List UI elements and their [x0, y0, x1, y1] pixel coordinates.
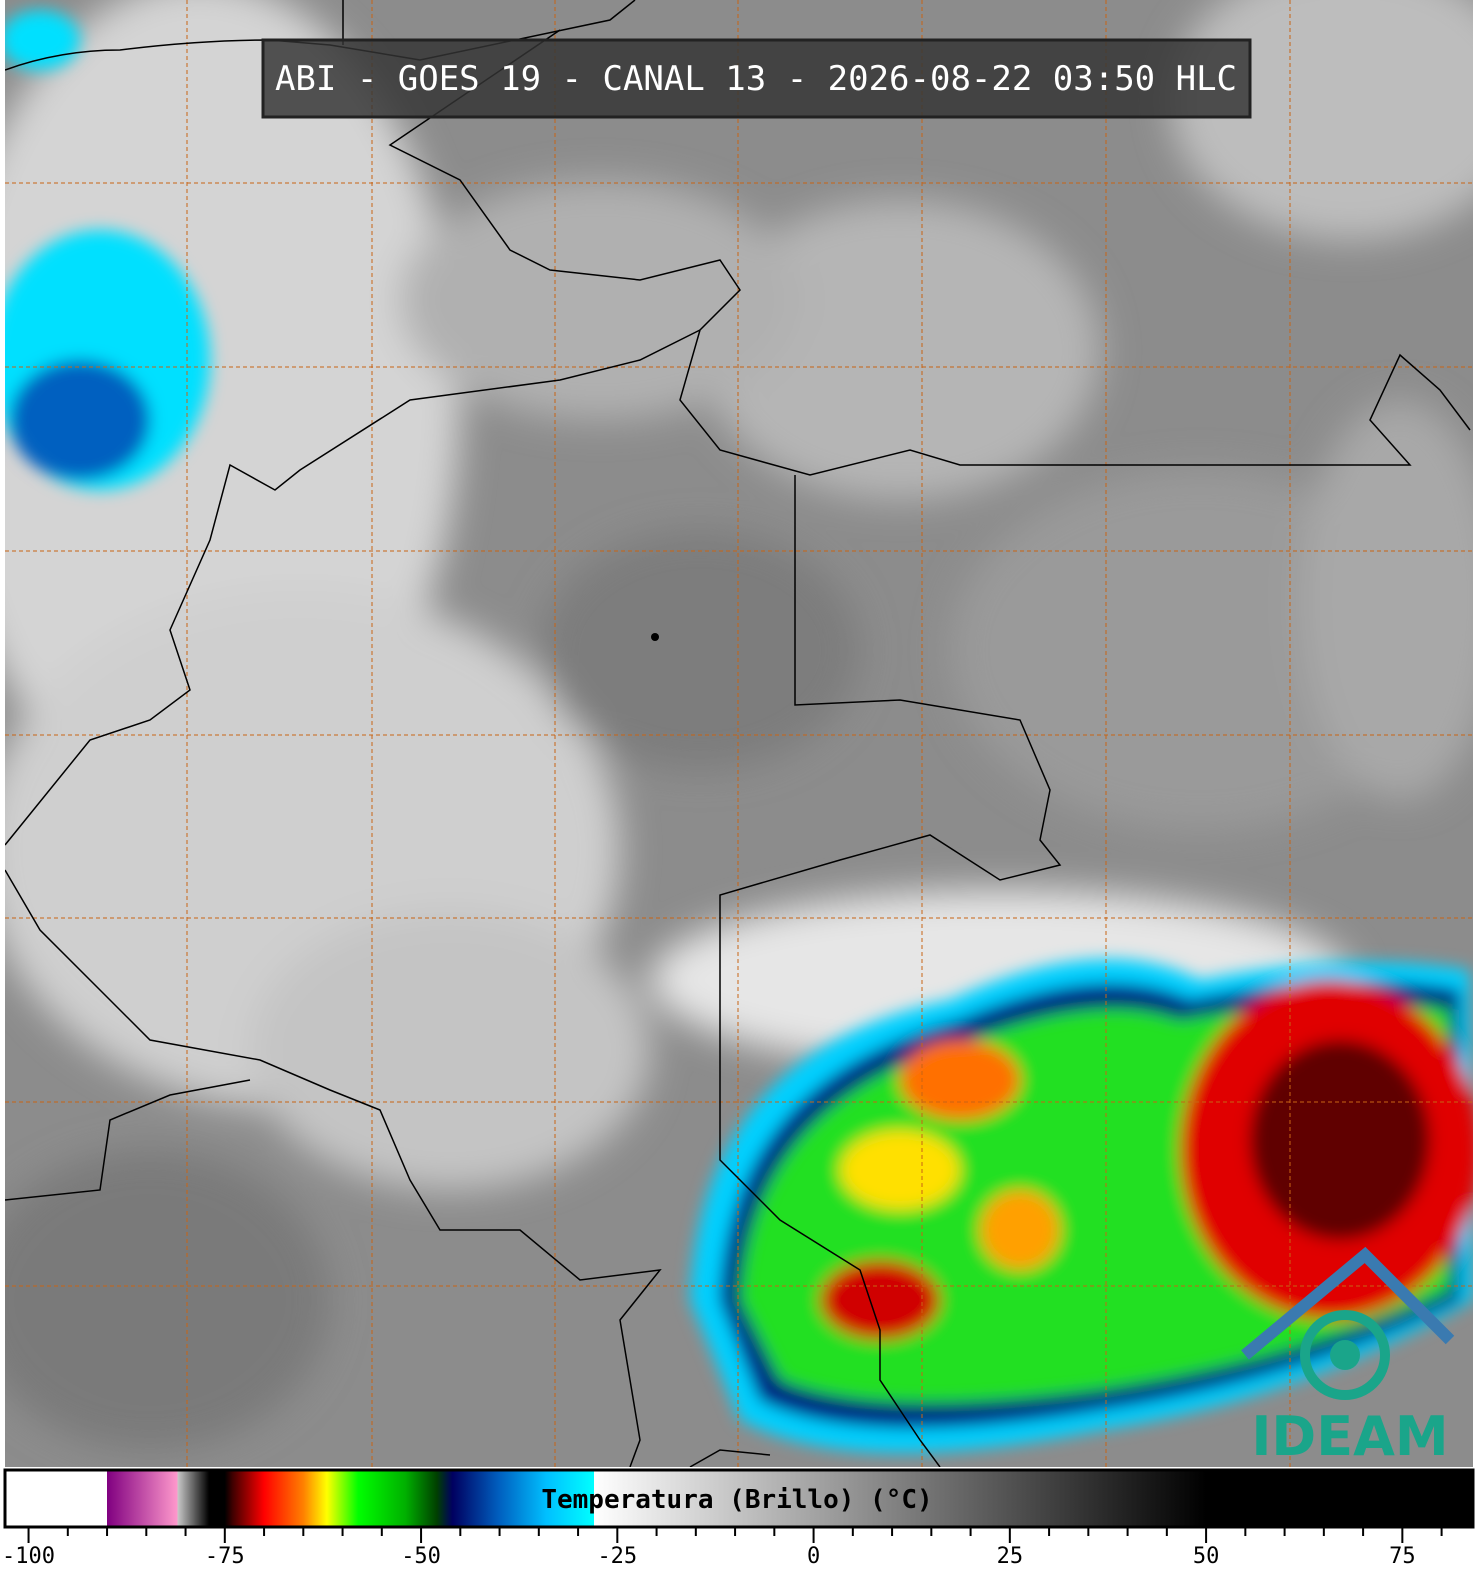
colorbar-fill	[3, 1468, 1475, 1529]
colorbar: Temperatura (Brillo) (°C) -100 -75 -50 -25 0 2…	[2, 1468, 1475, 1569]
tick-label: -25	[597, 1544, 637, 1569]
title: ABI - GOES 19 - CANAL 13 - 2026-08-22 03…	[275, 59, 1237, 99]
colorbar-label: Temperatura (Brillo) (°C)	[541, 1485, 932, 1515]
satellite-image: IDEAM	[5, 0, 1473, 1468]
tick-label: 0	[807, 1544, 820, 1569]
logo: IDEAM	[1241, 1246, 1455, 1468]
tick-label: -50	[401, 1544, 441, 1569]
logo-text: IDEAM	[1251, 1405, 1448, 1468]
tick-label: -100	[2, 1544, 55, 1569]
title-box	[261, 38, 1252, 119]
borders	[5, 0, 1471, 1467]
tick-label: -75	[205, 1544, 245, 1569]
tick-label: 50	[1193, 1544, 1220, 1569]
tick-label: 75	[1389, 1544, 1416, 1569]
tick-label: 25	[997, 1544, 1024, 1569]
